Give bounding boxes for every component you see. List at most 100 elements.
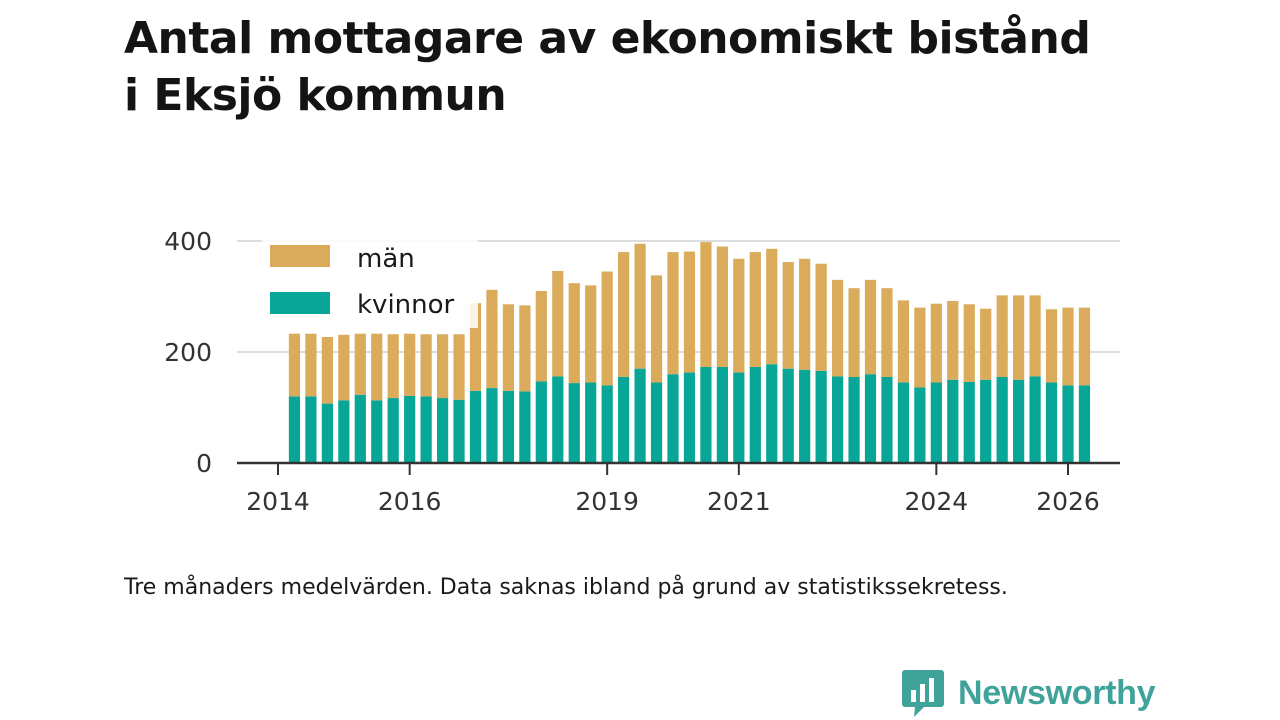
legend-swatch-kvinnor (270, 292, 330, 314)
bar-kvinnor-39 (930, 382, 942, 463)
bar-kvinnor-44 (1013, 379, 1025, 463)
bar-kvinnor-1 (305, 396, 317, 463)
bar-kvinnor-18 (585, 382, 597, 463)
x-tick-label-2016: 2016 (378, 487, 442, 516)
bar-man-39 (930, 303, 942, 383)
bar-kvinnor-41 (963, 381, 975, 463)
bar-kvinnor-40 (947, 379, 959, 463)
bar-man-16 (552, 270, 564, 377)
bar-man-20 (618, 252, 630, 377)
bar-kvinnor-7 (404, 395, 416, 463)
bar-kvinnor-10 (453, 399, 465, 463)
bar-kvinnor-4 (354, 394, 366, 463)
bar-man-43 (996, 295, 1008, 377)
y-axis-tick-labels: 0 200 400 (164, 227, 212, 478)
x-tick-label-2024: 2024 (905, 487, 969, 516)
x-tick-label-2014: 2014 (246, 487, 310, 516)
bar-man-23 (667, 252, 679, 375)
bar-man-45 (1029, 295, 1041, 377)
bar-man-1 (305, 333, 317, 397)
bar-kvinnor-14 (519, 391, 531, 463)
bar-man-3 (338, 334, 350, 401)
bar-kvinnor-24 (683, 372, 696, 463)
x-tick-label-2021: 2021 (707, 487, 771, 516)
bar-kvinnor-31 (799, 369, 811, 463)
legend: män kvinnor (262, 238, 478, 328)
bar-man-42 (980, 308, 992, 380)
bar-kvinnor-47 (1062, 385, 1074, 463)
bar-man-26 (716, 246, 728, 367)
y-tick-label-0: 0 (196, 449, 212, 478)
bar-kvinnor-23 (667, 374, 679, 463)
bar-man-14 (519, 305, 531, 392)
bar-kvinnor-35 (864, 374, 877, 463)
bar-man-0 (288, 333, 301, 397)
bar-man-11 (469, 303, 482, 391)
bar-kvinnor-6 (387, 398, 399, 463)
bar-man-35 (864, 279, 877, 375)
bar-kvinnor-26 (716, 366, 728, 463)
chart-title-line-2: i Eksjö kommun (124, 70, 507, 121)
bar-man-2 (321, 337, 333, 404)
legend-label-kvinnor: kvinnor (357, 290, 455, 320)
bar-man-10 (453, 334, 465, 400)
bar-kvinnor-22 (650, 382, 663, 463)
stacked-bar-chart: 0 200 400 2014 2016 2019 2021 2024 2026 män kvi… (164, 227, 1120, 516)
bar-man-12 (486, 289, 498, 389)
bar-kvinnor-20 (618, 376, 630, 463)
bar-man-34 (848, 288, 860, 377)
y-tick-label-200: 200 (164, 338, 212, 367)
bar-man-22 (650, 275, 663, 383)
chart-title-line-1: Antal mottagare av ekonomiskt bistånd (124, 13, 1091, 64)
bar-man-27 (733, 258, 745, 373)
bar-man-4 (354, 333, 366, 395)
footnote: Tre månaders medelvärden. Data saknas ib… (124, 575, 1008, 600)
bars (288, 242, 1091, 463)
bar-kvinnor-12 (486, 388, 498, 463)
bar-kvinnor-16 (552, 376, 564, 463)
brand[interactable]: Newsworthy (902, 668, 1156, 718)
bar-kvinnor-2 (321, 403, 333, 463)
bar-kvinnor-29 (766, 364, 778, 463)
bar-man-25 (700, 242, 712, 367)
bar-man-18 (585, 285, 597, 383)
brand-name[interactable]: Newsworthy (958, 673, 1156, 712)
bar-kvinnor-30 (782, 368, 794, 463)
bar-kvinnor-38 (914, 387, 926, 463)
bar-man-47 (1062, 307, 1074, 386)
bar-man-38 (914, 307, 926, 388)
bar-kvinnor-48 (1078, 385, 1091, 463)
bar-kvinnor-37 (897, 382, 910, 463)
bar-kvinnor-28 (749, 366, 761, 463)
bar-kvinnor-36 (881, 376, 893, 463)
legend-label-man: män (357, 244, 415, 274)
bar-kvinnor-17 (568, 383, 580, 463)
bar-man-9 (436, 334, 449, 399)
bar-kvinnor-45 (1029, 376, 1041, 463)
bar-kvinnor-5 (371, 400, 383, 463)
bar-man-32 (815, 263, 827, 371)
bar-man-41 (963, 304, 975, 382)
bar-kvinnor-25 (700, 366, 712, 463)
bar-man-44 (1013, 295, 1025, 380)
bar-man-37 (897, 300, 910, 383)
bar-man-29 (766, 248, 778, 365)
bar-kvinnor-21 (634, 368, 646, 463)
bar-man-31 (799, 258, 811, 370)
bar-man-15 (535, 290, 547, 382)
bar-kvinnor-42 (980, 379, 992, 463)
bar-man-48 (1078, 307, 1091, 386)
bar-man-13 (502, 304, 515, 391)
bar-man-40 (947, 300, 959, 380)
bar-man-21 (634, 243, 646, 369)
bar-kvinnor-9 (436, 398, 449, 463)
bar-kvinnor-34 (848, 376, 860, 463)
bar-kvinnor-43 (996, 376, 1008, 463)
y-tick-label-400: 400 (164, 227, 212, 256)
bar-kvinnor-27 (733, 372, 745, 463)
bar-kvinnor-32 (815, 370, 827, 463)
chart-title: Antal mottagare av ekonomiskt bistånd i … (124, 10, 1224, 124)
bar-man-17 (568, 283, 580, 384)
bar-kvinnor-13 (502, 390, 515, 463)
bar-man-24 (683, 251, 696, 373)
